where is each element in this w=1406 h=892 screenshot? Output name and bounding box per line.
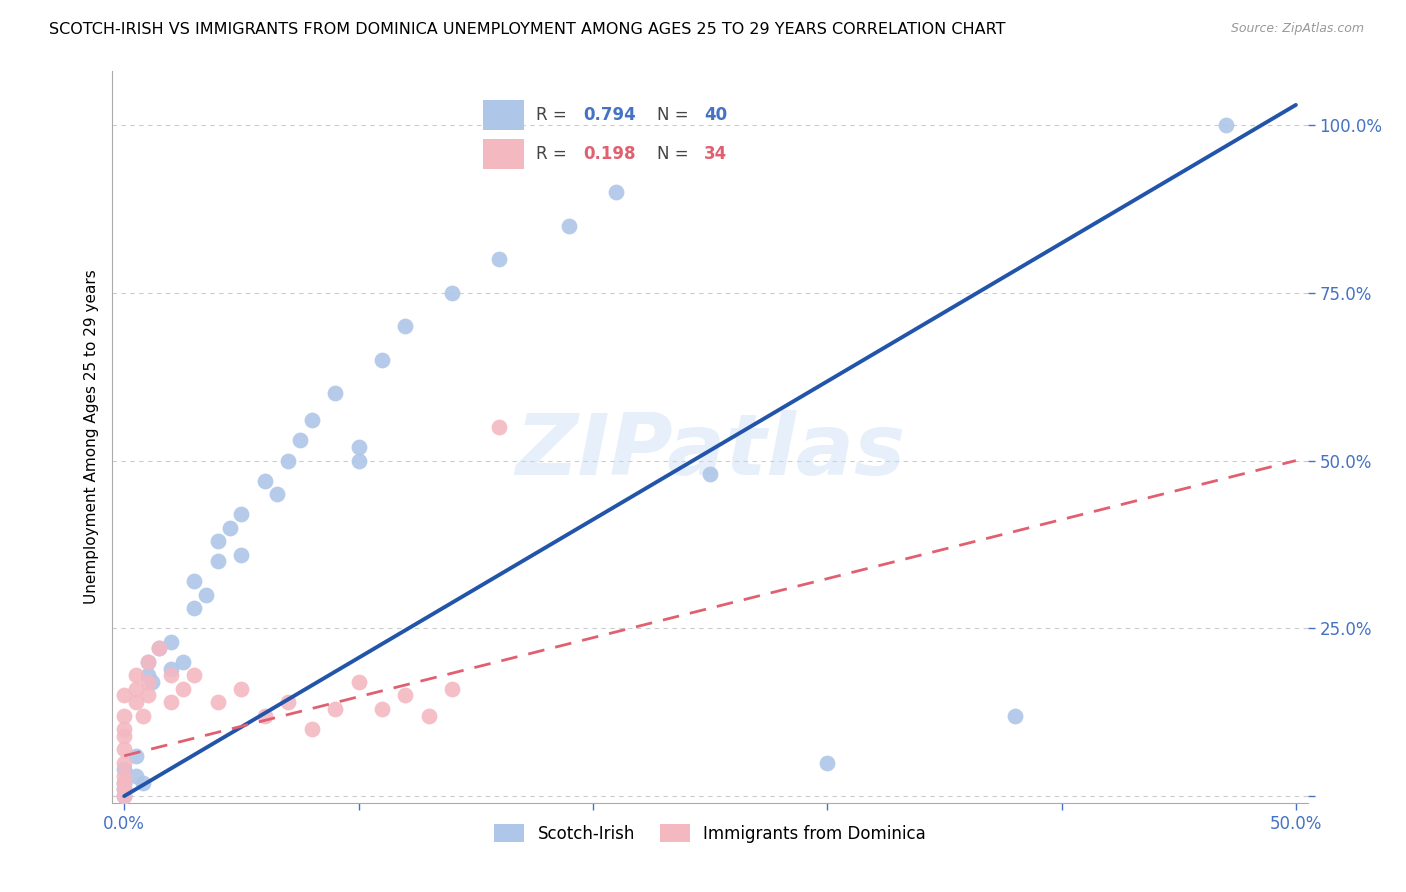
Point bbox=[112, 729, 135, 743]
Point bbox=[277, 695, 299, 709]
Point bbox=[148, 641, 170, 656]
Point bbox=[136, 655, 159, 669]
Point bbox=[195, 588, 218, 602]
Point bbox=[183, 601, 205, 615]
Point bbox=[112, 756, 135, 770]
Point bbox=[112, 789, 135, 803]
Point bbox=[172, 655, 194, 669]
Point bbox=[141, 675, 163, 690]
Point bbox=[218, 521, 240, 535]
Point bbox=[207, 695, 229, 709]
Point bbox=[112, 782, 135, 797]
Point bbox=[301, 413, 323, 427]
Point bbox=[441, 681, 464, 696]
Point bbox=[231, 548, 253, 562]
Point bbox=[112, 769, 135, 783]
Point bbox=[323, 386, 346, 401]
Legend: Scotch-Irish, Immigrants from Dominica: Scotch-Irish, Immigrants from Dominica bbox=[488, 818, 932, 849]
Point bbox=[441, 285, 464, 300]
Point bbox=[136, 689, 159, 703]
Point bbox=[1215, 118, 1237, 132]
Point bbox=[253, 474, 276, 488]
Point bbox=[301, 722, 323, 736]
Point bbox=[112, 722, 135, 736]
Point bbox=[231, 681, 253, 696]
Point bbox=[207, 554, 229, 568]
Point bbox=[136, 668, 159, 682]
Point bbox=[394, 319, 416, 334]
Point bbox=[558, 219, 581, 233]
Point bbox=[136, 655, 159, 669]
Point bbox=[132, 708, 155, 723]
Point bbox=[125, 769, 148, 783]
Point bbox=[347, 440, 370, 454]
Point bbox=[605, 185, 627, 199]
Point bbox=[112, 775, 135, 789]
Y-axis label: Unemployment Among Ages 25 to 29 years: Unemployment Among Ages 25 to 29 years bbox=[83, 269, 98, 605]
Point bbox=[253, 708, 276, 723]
Point bbox=[347, 453, 370, 467]
Point bbox=[112, 708, 135, 723]
Point bbox=[125, 695, 148, 709]
Point bbox=[125, 681, 148, 696]
Point bbox=[112, 782, 135, 797]
Point bbox=[418, 708, 440, 723]
Point bbox=[277, 453, 299, 467]
Point bbox=[132, 775, 155, 789]
Point bbox=[231, 508, 253, 522]
Point bbox=[371, 702, 394, 716]
Text: Source: ZipAtlas.com: Source: ZipAtlas.com bbox=[1230, 22, 1364, 36]
Point bbox=[371, 352, 394, 367]
Point bbox=[488, 252, 510, 267]
Point bbox=[160, 695, 183, 709]
Point bbox=[160, 662, 183, 676]
Point bbox=[207, 534, 229, 549]
Point bbox=[1004, 708, 1026, 723]
Point bbox=[125, 668, 148, 682]
Point bbox=[288, 434, 311, 448]
Point bbox=[136, 675, 159, 690]
Point bbox=[148, 641, 170, 656]
Point bbox=[172, 681, 194, 696]
Point bbox=[183, 668, 205, 682]
Point bbox=[183, 574, 205, 589]
Point bbox=[815, 756, 838, 770]
Point bbox=[488, 420, 510, 434]
Point bbox=[394, 689, 416, 703]
Point bbox=[160, 634, 183, 648]
Point bbox=[160, 668, 183, 682]
Point bbox=[699, 467, 721, 481]
Point bbox=[112, 789, 135, 803]
Point bbox=[112, 762, 135, 776]
Point bbox=[347, 675, 370, 690]
Point bbox=[112, 742, 135, 756]
Point bbox=[112, 689, 135, 703]
Text: SCOTCH-IRISH VS IMMIGRANTS FROM DOMINICA UNEMPLOYMENT AMONG AGES 25 TO 29 YEARS : SCOTCH-IRISH VS IMMIGRANTS FROM DOMINICA… bbox=[49, 22, 1005, 37]
Text: ZIPatlas: ZIPatlas bbox=[515, 410, 905, 493]
Point bbox=[125, 748, 148, 763]
Point bbox=[112, 775, 135, 789]
Point bbox=[323, 702, 346, 716]
Point bbox=[266, 487, 288, 501]
